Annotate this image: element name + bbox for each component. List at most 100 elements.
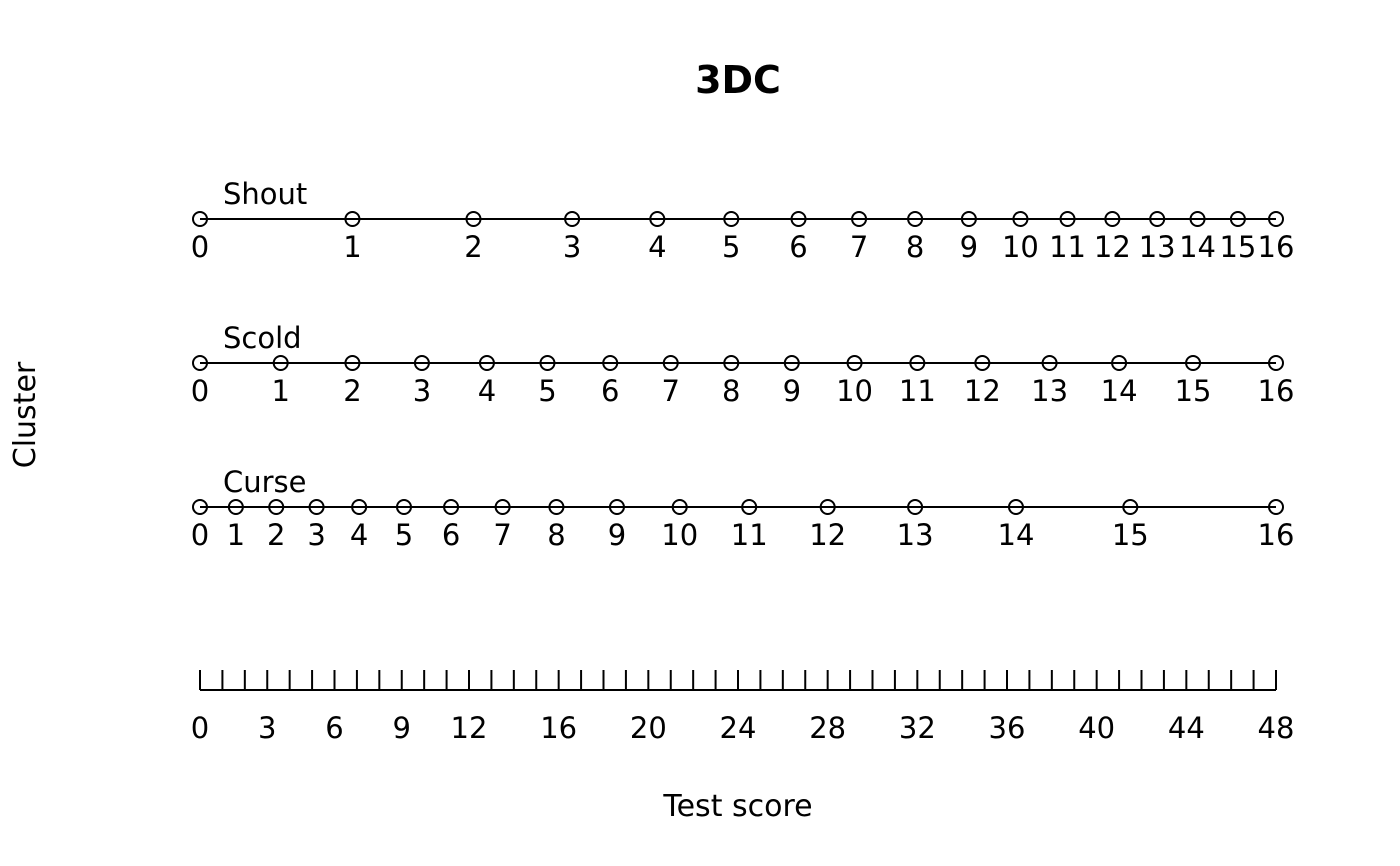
axis-tick-label-12: 12 xyxy=(451,711,488,745)
point-label-curse-15: 15 xyxy=(1112,518,1149,552)
axis-tick-label-9: 9 xyxy=(393,711,411,745)
axis-tick-label-36: 36 xyxy=(989,711,1026,745)
data-point-scold-5 xyxy=(539,355,556,371)
data-point-shout-6 xyxy=(790,211,807,227)
point-label-shout-9: 9 xyxy=(960,230,978,264)
data-point-scold-10 xyxy=(846,355,863,371)
point-label-scold-6: 6 xyxy=(601,374,619,408)
point-label-shout-11: 11 xyxy=(1049,230,1086,264)
point-label-scold-16: 16 xyxy=(1258,374,1295,408)
series-name-shout: Shout xyxy=(223,177,307,211)
data-point-scold-1 xyxy=(272,355,289,371)
data-point-shout-3 xyxy=(564,211,581,227)
data-point-shout-13 xyxy=(1149,211,1166,227)
point-label-scold-4: 4 xyxy=(478,374,496,408)
point-label-scold-9: 9 xyxy=(783,374,801,408)
data-point-curse-2 xyxy=(268,499,285,515)
data-point-curse-10 xyxy=(671,499,688,515)
axis-tick-label-20: 20 xyxy=(630,711,667,745)
point-label-scold-7: 7 xyxy=(662,374,680,408)
point-label-scold-13: 13 xyxy=(1031,374,1068,408)
point-label-scold-0: 0 xyxy=(191,374,209,408)
data-point-shout-14 xyxy=(1189,211,1206,227)
data-point-shout-0 xyxy=(192,211,208,227)
data-point-shout-16 xyxy=(1268,211,1284,227)
axis-tick-label-40: 40 xyxy=(1078,711,1115,745)
data-point-scold-3 xyxy=(413,355,430,371)
x-axis-label: Test score xyxy=(662,789,812,824)
data-point-scold-15 xyxy=(1185,355,1202,371)
point-label-scold-2: 2 xyxy=(343,374,361,408)
data-point-shout-4 xyxy=(649,211,666,227)
data-point-scold-4 xyxy=(478,355,495,371)
data-point-shout-8 xyxy=(907,211,924,227)
point-label-curse-6: 6 xyxy=(442,518,460,552)
data-point-curse-14 xyxy=(1007,499,1024,515)
data-point-curse-4 xyxy=(351,499,368,515)
data-point-curse-16 xyxy=(1268,499,1284,515)
point-label-shout-13: 13 xyxy=(1139,230,1176,264)
axis-tick-label-0: 0 xyxy=(191,711,209,745)
point-label-scold-5: 5 xyxy=(538,374,556,408)
point-label-shout-12: 12 xyxy=(1094,230,1131,264)
axis-tick-label-44: 44 xyxy=(1168,711,1205,745)
point-label-curse-14: 14 xyxy=(998,518,1035,552)
axis-tick-label-24: 24 xyxy=(720,711,757,745)
axis-tick-label-32: 32 xyxy=(899,711,936,745)
data-point-shout-11 xyxy=(1059,211,1076,227)
data-point-scold-14 xyxy=(1111,355,1128,371)
data-point-curse-6 xyxy=(443,499,460,515)
point-label-shout-3: 3 xyxy=(563,230,581,264)
data-point-shout-10 xyxy=(1012,211,1029,227)
point-label-shout-0: 0 xyxy=(191,230,209,264)
data-point-curse-5 xyxy=(395,499,412,515)
point-label-curse-0: 0 xyxy=(191,518,209,552)
data-point-scold-2 xyxy=(344,355,361,371)
data-point-curse-15 xyxy=(1122,499,1139,515)
data-point-scold-13 xyxy=(1041,355,1058,371)
data-point-shout-1 xyxy=(344,211,361,227)
point-label-shout-16: 16 xyxy=(1258,230,1295,264)
data-point-curse-1 xyxy=(227,499,244,515)
data-point-curse-0 xyxy=(192,499,208,515)
point-label-shout-8: 8 xyxy=(906,230,924,264)
point-label-curse-9: 9 xyxy=(608,518,626,552)
point-label-shout-4: 4 xyxy=(648,230,666,264)
data-point-scold-9 xyxy=(783,355,800,371)
data-point-shout-12 xyxy=(1104,211,1121,227)
point-label-shout-10: 10 xyxy=(1002,230,1039,264)
point-label-curse-11: 11 xyxy=(731,518,768,552)
data-point-scold-6 xyxy=(602,355,619,371)
data-point-curse-8 xyxy=(548,499,565,515)
point-label-shout-7: 7 xyxy=(850,230,868,264)
series-name-scold: Scold xyxy=(223,321,302,355)
point-label-curse-8: 8 xyxy=(547,518,565,552)
data-point-scold-0 xyxy=(192,355,208,371)
data-point-curse-13 xyxy=(907,499,924,515)
point-label-curse-4: 4 xyxy=(350,518,368,552)
point-label-scold-8: 8 xyxy=(722,374,740,408)
axis-tick-label-3: 3 xyxy=(258,711,276,745)
point-label-curse-13: 13 xyxy=(897,518,934,552)
point-label-curse-16: 16 xyxy=(1258,518,1295,552)
point-label-curse-5: 5 xyxy=(395,518,413,552)
point-label-curse-10: 10 xyxy=(661,518,698,552)
point-label-shout-5: 5 xyxy=(722,230,740,264)
point-label-scold-3: 3 xyxy=(413,374,431,408)
point-label-curse-1: 1 xyxy=(227,518,245,552)
data-point-shout-7 xyxy=(851,211,868,227)
point-label-curse-7: 7 xyxy=(493,518,511,552)
y-axis-label: Cluster xyxy=(8,361,43,468)
point-label-shout-6: 6 xyxy=(789,230,807,264)
data-point-scold-7 xyxy=(662,355,679,371)
axis-tick-label-16: 16 xyxy=(540,711,577,745)
point-label-shout-14: 14 xyxy=(1179,230,1216,264)
point-label-scold-12: 12 xyxy=(964,374,1001,408)
point-label-shout-1: 1 xyxy=(343,230,361,264)
data-point-curse-7 xyxy=(494,499,511,515)
data-point-shout-15 xyxy=(1229,211,1246,227)
point-label-scold-11: 11 xyxy=(899,374,936,408)
